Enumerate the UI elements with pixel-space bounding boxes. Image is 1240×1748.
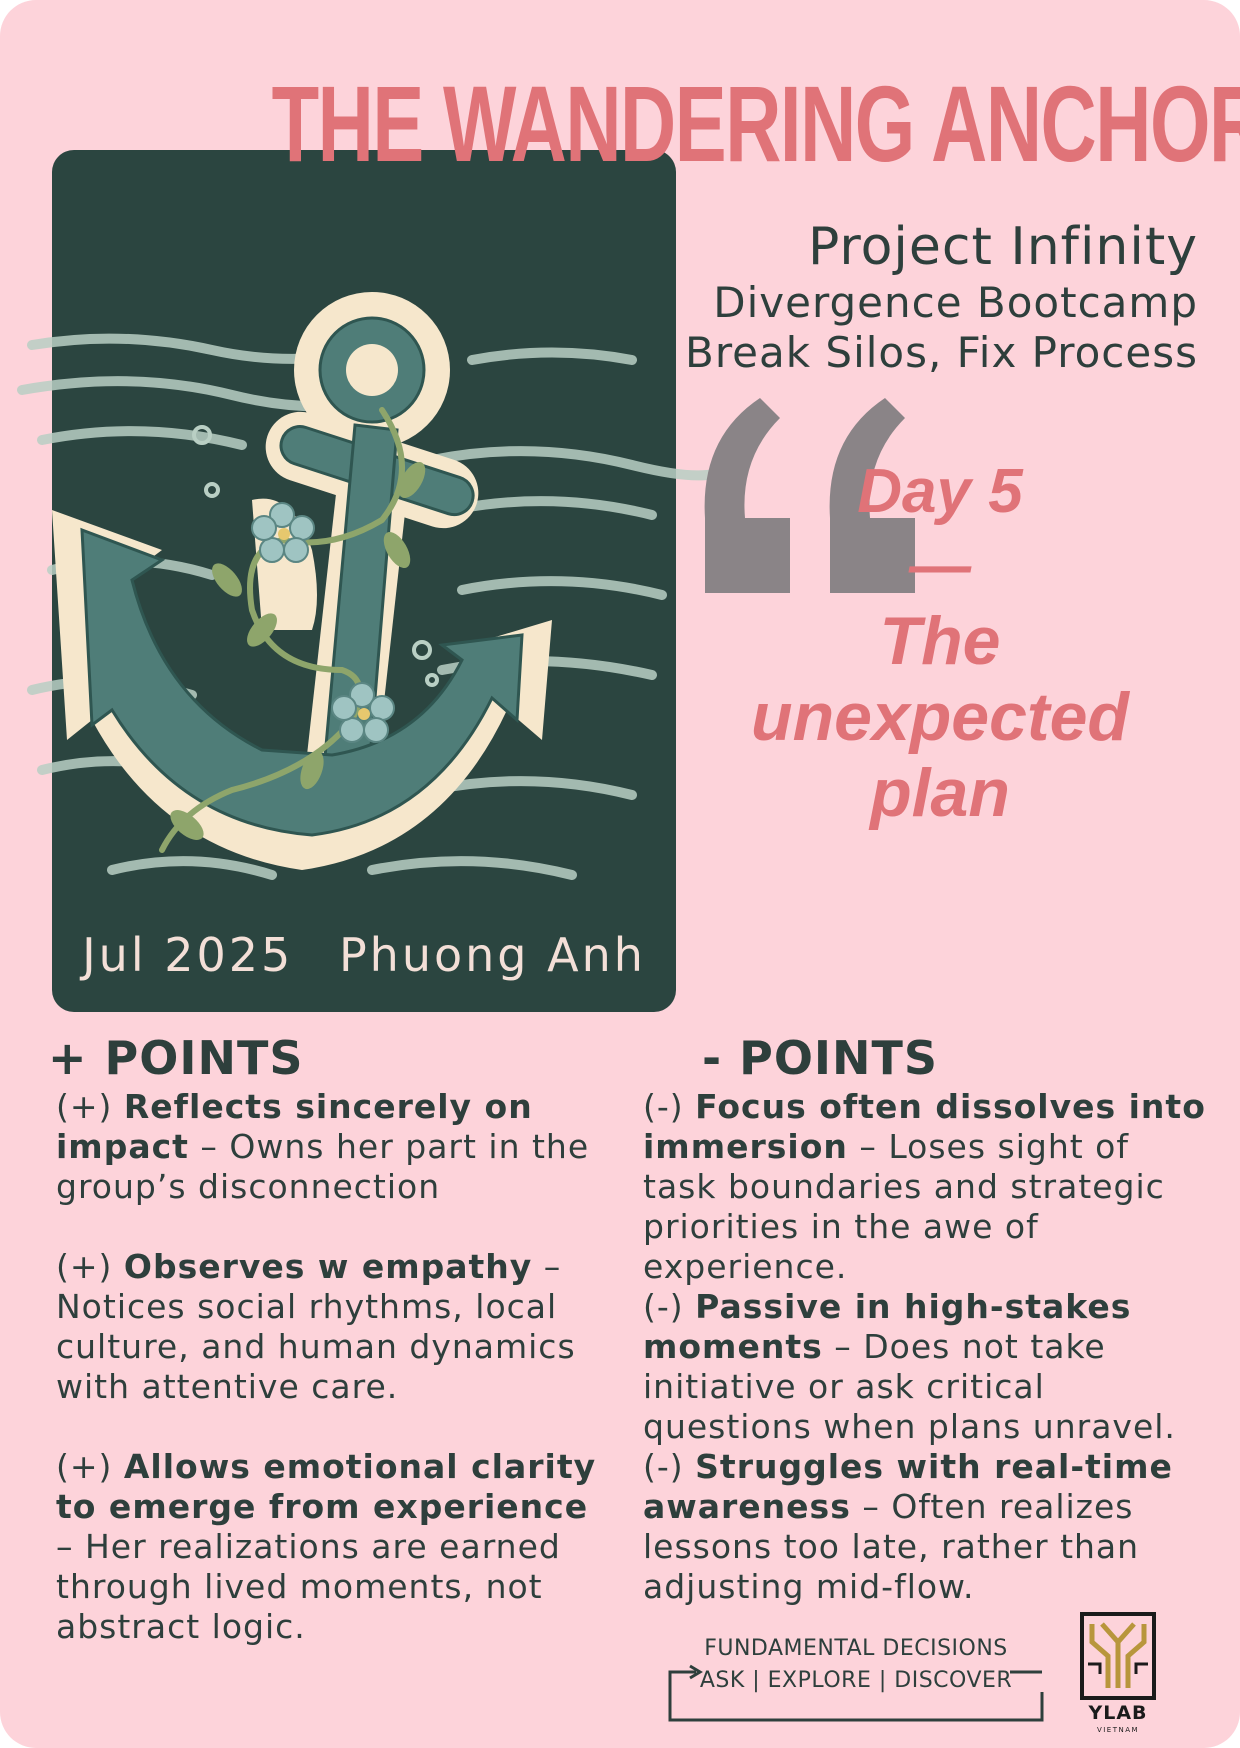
project-tagline: Break Silos, Fix Process xyxy=(685,328,1198,377)
art-caption: Jul 2025 Phuong Anh xyxy=(52,928,676,982)
anchor-with-vine-illustration xyxy=(17,292,737,880)
minus-points-list: (-) Focus often dissolves into immersion… xyxy=(643,1087,1213,1607)
quote-line-3: plan xyxy=(870,755,1010,831)
logo-name: YLAB xyxy=(1088,1702,1148,1724)
project-name: Project Infinity xyxy=(807,217,1198,277)
logo-sub: VIETNAM xyxy=(1096,1726,1140,1734)
list-item: (-) Struggles with real-time awareness –… xyxy=(643,1447,1173,1606)
illustration-panel: Jul 2025 Phuong Anh xyxy=(17,150,737,1012)
minus-points-heading: - POINTS xyxy=(702,1031,939,1085)
art-author: Phuong Anh xyxy=(338,928,646,982)
project-info: Project Infinity Divergence Bootcamp Bre… xyxy=(678,216,1198,378)
bracket-frame xyxy=(668,1664,1044,1722)
plus-points-heading: + POINTS xyxy=(48,1031,304,1085)
quote-block: Day 5 — The unexpected plan xyxy=(740,455,1140,831)
list-item: (+) Allows emotional clarity to emerge f… xyxy=(56,1447,597,1646)
footer-line-2: ASK | EXPLORE | DISCOVER xyxy=(699,1668,1013,1693)
list-item: (+) Observes w empathy – Notices social … xyxy=(56,1247,576,1406)
list-item: (-) Focus often dissolves into immersion… xyxy=(643,1087,1206,1286)
list-item: (+) Reflects sincerely on impact – Owns … xyxy=(56,1087,590,1206)
ylab-logo-icon xyxy=(1080,1612,1156,1700)
plus-points-list: (+) Reflects sincerely on impact – Owns … xyxy=(56,1087,616,1687)
quote-dash: — xyxy=(909,531,971,600)
quote-line-2: unexpected xyxy=(751,679,1129,755)
footer-motto: FUNDAMENTAL DECISIONS ASK | EXPLORE | DI… xyxy=(666,1636,1046,1726)
art-date: Jul 2025 xyxy=(82,928,294,982)
list-item: (-) Passive in high-stakes moments – Doe… xyxy=(643,1287,1176,1446)
logo: YLAB VIETNAM xyxy=(1080,1612,1156,1734)
quote-line-1: The xyxy=(879,603,1001,679)
page-title: THE WANDERING ANCHOR xyxy=(271,63,1240,184)
quote-mark-icon xyxy=(704,398,915,593)
footer-line-1: FUNDAMENTAL DECISIONS xyxy=(704,1636,1008,1661)
project-subtitle: Divergence Bootcamp xyxy=(713,278,1198,327)
quote-day: Day 5 xyxy=(857,457,1023,526)
